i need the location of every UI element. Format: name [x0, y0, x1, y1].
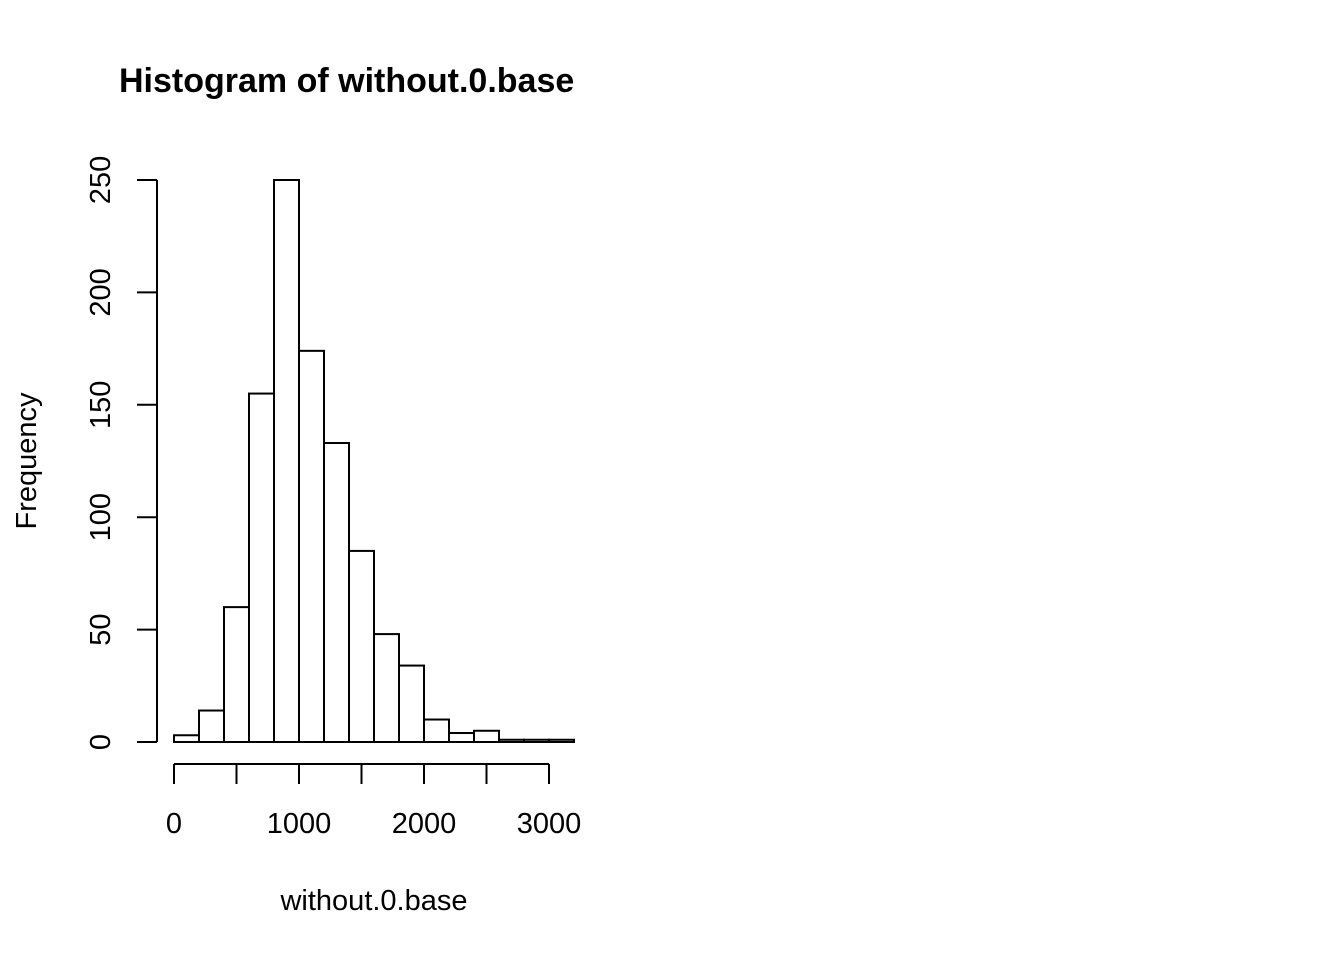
histogram-bar: [273, 179, 300, 743]
x-axis-label: without.0.base: [279, 885, 467, 917]
x-axis: 0 1000 2000 3000: [166, 763, 582, 840]
histogram-bar: [498, 738, 525, 744]
histogram-bar: [373, 633, 400, 744]
y-axis-label: Frequency: [11, 392, 43, 530]
histogram-bar: [223, 606, 250, 743]
y-tick-label: 100: [85, 493, 117, 541]
y-tick-label: 200: [85, 268, 117, 316]
histogram-bar: [398, 664, 425, 743]
histogram-bar: [423, 718, 450, 744]
y-axis: 0 50 100 150 200 250: [85, 156, 158, 750]
histogram-bar: [523, 738, 550, 744]
histogram-bar: [548, 738, 575, 744]
x-tick-label: 3000: [517, 808, 582, 840]
histogram-bar: [448, 732, 475, 743]
y-tick-label: 50: [85, 613, 117, 645]
histogram-bar: [173, 734, 200, 743]
x-tick-label: 1000: [267, 808, 332, 840]
x-tick-label: 2000: [392, 808, 457, 840]
histogram-bar: [248, 392, 275, 743]
histogram-bar: [198, 709, 225, 744]
histogram-bar: [348, 549, 375, 743]
y-tick-label: 0: [85, 734, 117, 750]
y-tick-label: 250: [85, 156, 117, 204]
x-tick-label: 0: [166, 808, 182, 840]
bars-group: [173, 179, 575, 744]
histogram-bar: [473, 729, 500, 744]
chart-title: Histogram of without.0.base: [119, 62, 574, 100]
y-tick-label: 150: [85, 381, 117, 429]
histogram-bar: [323, 442, 350, 743]
histogram-bar: [298, 349, 325, 743]
